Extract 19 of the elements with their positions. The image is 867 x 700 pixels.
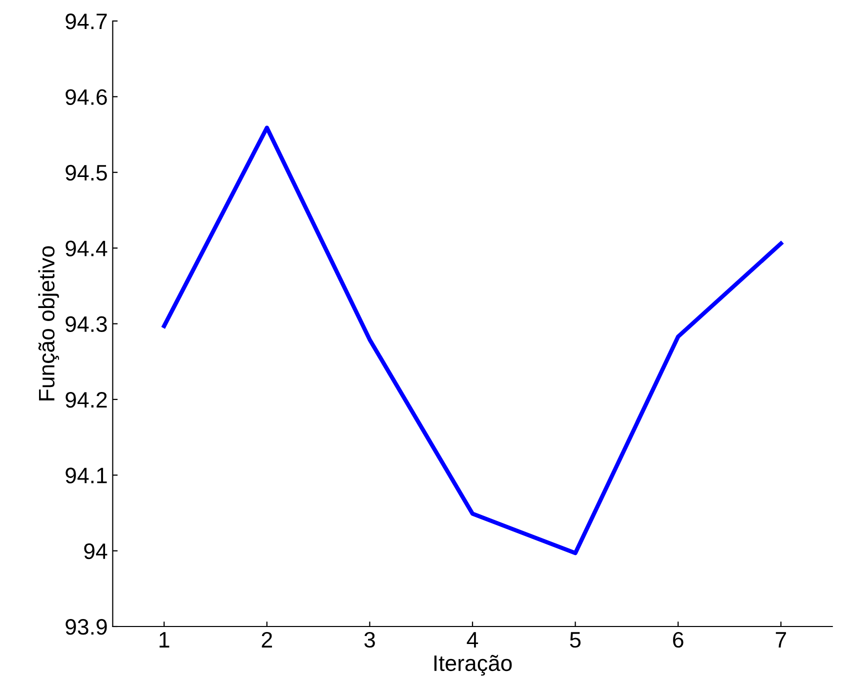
x-tick-label: 5 — [570, 632, 581, 648]
y-tick-label: 94.5 — [66, 164, 107, 181]
x-tick-label: 4 — [466, 632, 478, 648]
y-tick-label: 94.4 — [66, 240, 108, 256]
x-tick-label: 6 — [673, 632, 684, 648]
y-tick-label: 93.9 — [66, 619, 107, 635]
y-tick-label: 94.1 — [66, 468, 107, 484]
x-tick-label: 3 — [364, 632, 375, 648]
x-tick-label: 2 — [262, 632, 272, 648]
y-tick-label: 94.7 — [66, 14, 107, 30]
x-tick-label: 7 — [776, 632, 786, 648]
y-tick-label: 94.2 — [66, 392, 107, 408]
x-tick-label: 1 — [160, 632, 170, 648]
line-series — [162, 126, 784, 556]
x-axis-title: Iteração — [434, 654, 512, 676]
y-tick-label: 94.6 — [66, 89, 107, 105]
y-axis-title: Função objetivo — [38, 246, 60, 400]
y-tick-label: 94 — [84, 543, 108, 560]
y-tick-label: 94.3 — [66, 316, 107, 332]
